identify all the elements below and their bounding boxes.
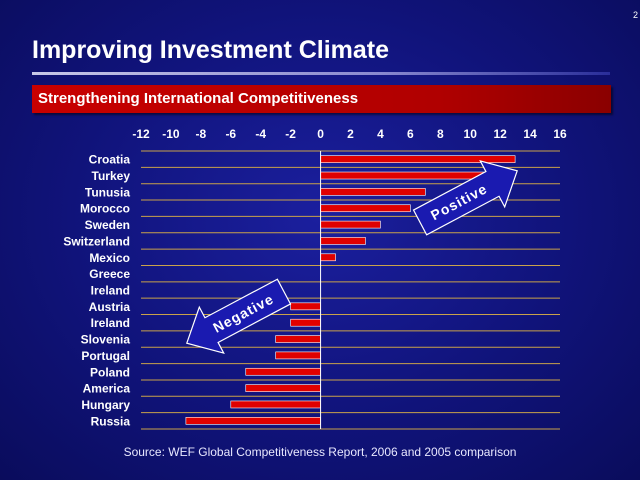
category-label: Croatia	[89, 153, 131, 167]
category-label: Hungary	[81, 398, 130, 412]
category-label: America	[83, 382, 131, 396]
negative-arrow-shape	[186, 278, 292, 354]
category-label: Morocco	[80, 202, 130, 216]
bar	[320, 155, 516, 163]
category-label: Greece	[89, 267, 130, 281]
x-tick-label: -4	[255, 127, 266, 141]
bar	[245, 367, 321, 376]
category-label: Russia	[91, 414, 131, 428]
x-tick-label: 6	[407, 127, 414, 141]
category-label: Mexico	[89, 251, 130, 265]
x-axis-ticks: -12 -10 -8 -6 -4 -2 0 2 4 6 8 10 12 14 16	[132, 127, 567, 141]
x-tick-label: 10	[464, 127, 478, 141]
x-tick-label: 14	[523, 127, 537, 141]
category-label: Turkey	[92, 169, 131, 183]
x-tick-label: 0	[317, 127, 324, 141]
category-label: Portugal	[81, 349, 130, 363]
positive-arrow-shape	[412, 160, 518, 236]
x-tick-label: -6	[225, 127, 236, 141]
category-label: Poland	[90, 365, 130, 379]
category-label: Austria	[89, 300, 131, 314]
bar	[320, 237, 366, 245]
x-tick-label: -12	[132, 127, 150, 141]
bar	[320, 253, 336, 262]
bar	[230, 400, 321, 409]
bar	[185, 417, 321, 425]
category-label: Switzerland	[63, 234, 130, 248]
category-label: Tunusia	[85, 185, 130, 199]
x-tick-label: 12	[493, 127, 507, 141]
bars	[185, 155, 516, 425]
x-tick-label: 2	[347, 127, 354, 141]
x-tick-label: -2	[285, 127, 296, 141]
slide-title: Improving Investment Climate	[32, 36, 390, 64]
bar	[320, 188, 426, 196]
negative-arrow: Negative	[186, 278, 292, 354]
x-tick-label: -8	[196, 127, 207, 141]
bar	[290, 318, 321, 327]
bar	[320, 220, 381, 229]
subtitle-text: Strengthening International Competitiven…	[38, 90, 359, 107]
subtitle-banner: Strengthening International Competitiven…	[32, 85, 611, 113]
page-number: 2	[632, 10, 638, 20]
bar	[290, 302, 321, 311]
bar	[275, 335, 321, 343]
category-labels: Croatia Turkey Tunusia Morocco Sweden Switzer…	[63, 153, 130, 429]
bar	[275, 351, 321, 360]
category-label: Sweden	[85, 218, 130, 232]
title-underline	[32, 72, 610, 75]
category-label: Slovenia	[81, 333, 131, 347]
x-tick-label: 16	[553, 127, 567, 141]
x-tick-label: 8	[437, 127, 444, 141]
x-tick-label: -10	[162, 127, 180, 141]
bar	[320, 204, 411, 213]
category-label: Ireland	[91, 316, 130, 330]
bar	[245, 384, 321, 392]
category-label: Ireland	[91, 284, 130, 298]
x-tick-label: 4	[377, 127, 384, 141]
source-note: Source: WEF Global Competitiveness Repor…	[123, 445, 517, 459]
